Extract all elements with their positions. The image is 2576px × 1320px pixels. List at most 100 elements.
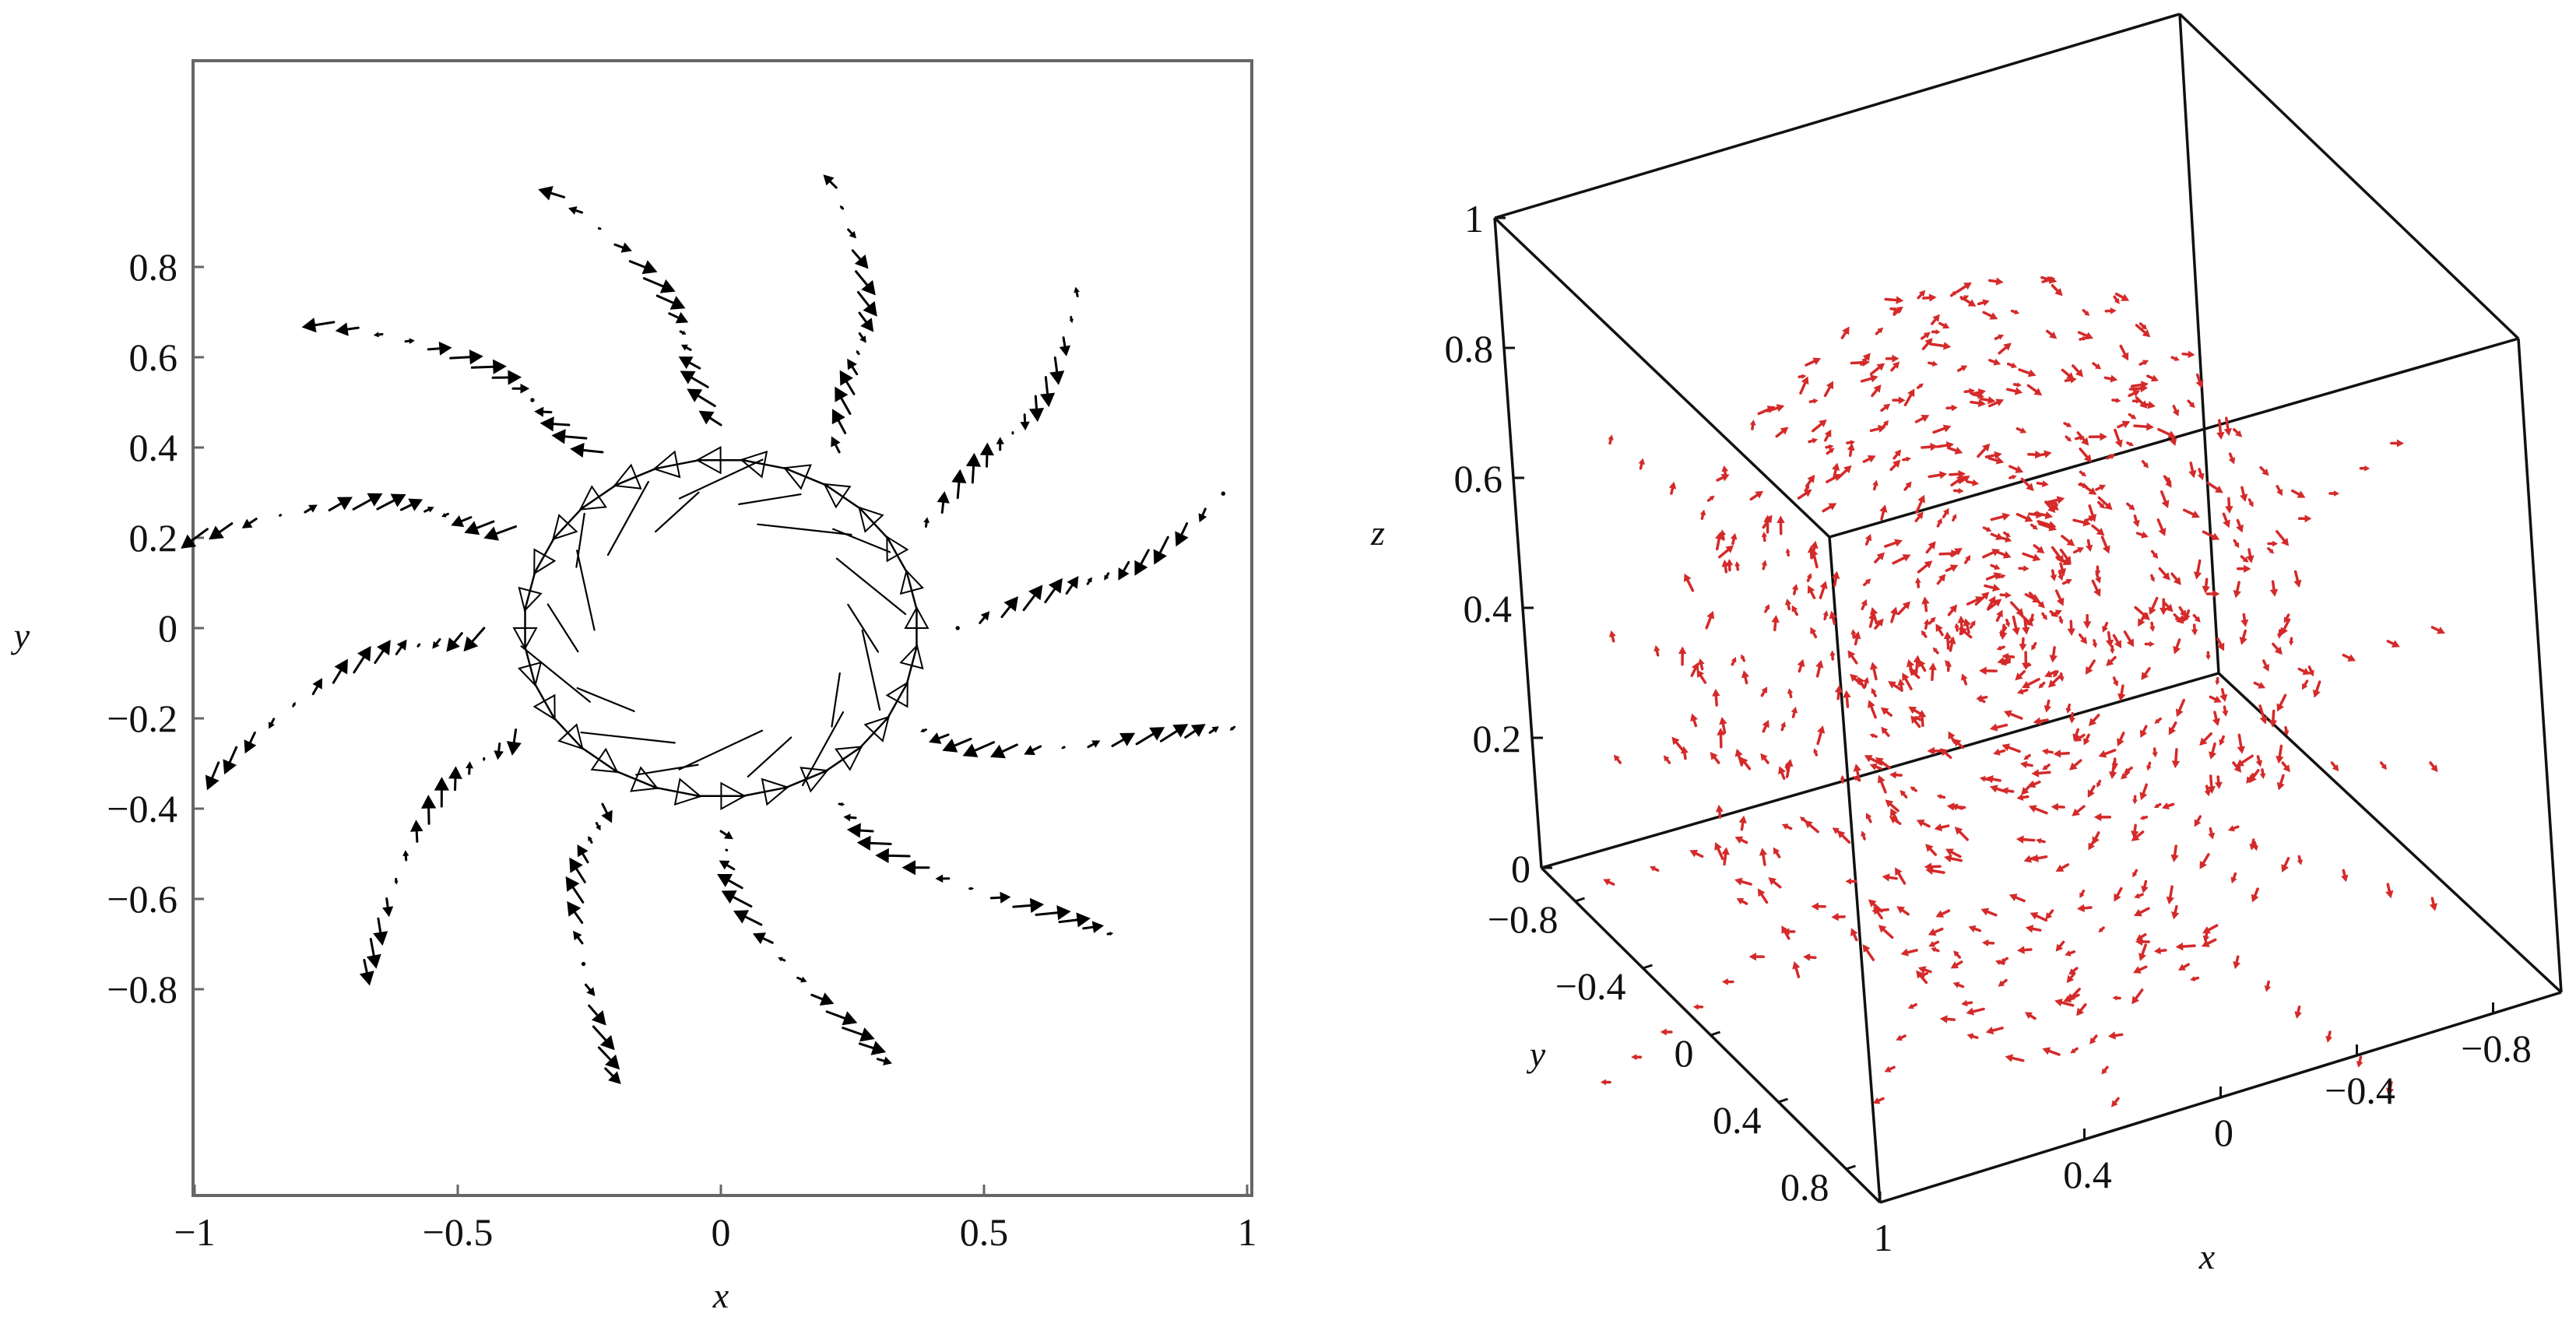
field-arrow: [1816, 725, 1826, 746]
spoke-arrow: [951, 469, 967, 500]
field-arrow: [2163, 475, 2172, 483]
field-arrow: [2132, 795, 2138, 805]
field-arrow: [2079, 470, 2086, 477]
spoke-arrow: [1000, 596, 1018, 619]
field-arrow: [1917, 560, 1933, 574]
field-arrow: [2269, 580, 2279, 597]
field-arrow: [1829, 650, 1836, 661]
spoke-arrow: [839, 370, 856, 395]
field-arrow: [1761, 532, 1768, 542]
field-arrow: [1791, 584, 1799, 595]
field-arrow: [2098, 926, 2105, 933]
field-arrow: [2112, 634, 2122, 649]
field-arrow: [1953, 950, 1962, 959]
spoke-arrow: [565, 876, 585, 904]
field-arrow: [1921, 630, 1928, 638]
ring-arrow: [552, 715, 584, 750]
field-arrow: [2001, 660, 2012, 666]
spoke-arrow: [851, 249, 869, 269]
field-arrow: [2016, 688, 2029, 695]
field-arrow: [2054, 589, 2065, 606]
spoke-arrow: [838, 802, 845, 806]
field-arrow: [2105, 630, 2114, 648]
field-arrow: [1931, 946, 1940, 953]
field-arrow: [2154, 717, 2162, 724]
spoke-arrow: [831, 436, 841, 454]
field-arrow: [1917, 290, 1926, 300]
field-arrow: [2222, 705, 2229, 717]
spoke-arrow: [1229, 725, 1236, 731]
field-arrow: [2050, 569, 2058, 581]
field-arrow: [2045, 909, 2054, 920]
field-arrow: [1936, 518, 1942, 528]
field-arrow: [2223, 416, 2233, 437]
field-arrow: [2083, 733, 2090, 746]
field-arrow: [2023, 753, 2031, 760]
field-arrow: [2204, 785, 2212, 797]
field-arrow: [1731, 657, 1737, 666]
field-arrow: [1663, 755, 1671, 764]
spoke-arrow: [613, 242, 632, 253]
field-arrow: [2010, 309, 2020, 315]
field-arrow: [2038, 681, 2046, 689]
field-arrow: [2173, 638, 2181, 655]
field-arrow: [1903, 481, 1912, 491]
spoke-arrow: [402, 850, 409, 862]
field-arrow: [1660, 1028, 1673, 1036]
field-arrow: [1871, 687, 1877, 697]
field-arrow: [1995, 609, 2003, 622]
ring-arrow: [885, 681, 909, 721]
field-arrow: [1847, 443, 1855, 458]
spoke-arrow: [588, 835, 593, 844]
spoke-arrow: [962, 741, 996, 758]
field-arrow: [2209, 742, 2217, 760]
field-arrow: [1948, 731, 1956, 744]
field-arrow: [1822, 610, 1829, 621]
field-arrow: [2259, 466, 2269, 476]
field-arrow: [1712, 688, 1720, 707]
field-arrow: [2157, 427, 2177, 438]
spoke-arrow: [205, 761, 220, 791]
spoke-arrow: [719, 860, 736, 871]
field-arrow: [2233, 428, 2243, 437]
field-arrow: [2236, 518, 2244, 533]
field-arrow: [2276, 774, 2285, 791]
spoke-arrow: [752, 932, 774, 945]
field-arrow: [2114, 886, 2123, 902]
spoke-arrow: [427, 341, 452, 356]
spoke-arrow: [856, 349, 860, 356]
field-arrow: [2036, 480, 2049, 488]
field-arrow: [1874, 618, 1884, 630]
field-arrow: [2092, 362, 2102, 370]
field-arrow: [1710, 752, 1720, 764]
field-arrow: [1881, 726, 1890, 737]
ring-arrow: [579, 746, 619, 774]
field-arrow: [2128, 390, 2141, 398]
field-arrow: [2016, 946, 2033, 954]
field-arrow: [2302, 679, 2309, 690]
field-arrow: [1741, 670, 1750, 685]
spoke-arrow: [733, 910, 763, 926]
field-arrow: [2133, 907, 2150, 917]
spoke-arrow: [856, 290, 877, 317]
swirl-line: [847, 603, 880, 653]
field-arrow: [1760, 753, 1769, 764]
spoke-arrow: [597, 1046, 620, 1070]
field-arrow: [1787, 688, 1794, 699]
field-arrow: [2088, 432, 2108, 441]
spoke-arrow: [1175, 522, 1189, 547]
field-arrow: [1980, 395, 1996, 405]
y-tick-label: 0.8: [1780, 1165, 1829, 1209]
field-arrow: [2290, 489, 2306, 498]
spoke-arrow: [244, 731, 257, 754]
spoke-arrow: [858, 311, 874, 332]
field-arrow: [2132, 965, 2148, 974]
field-arrow: [2123, 630, 2135, 648]
swirl-line: [606, 480, 649, 556]
field-arrow: [2144, 641, 2155, 648]
field-arrow: [2252, 841, 2258, 851]
field-arrow: [2429, 761, 2438, 773]
field-arrow: [2001, 787, 2015, 795]
spoke-arrow: [937, 491, 950, 514]
x-tick-label: −0.8: [2461, 1027, 2532, 1070]
